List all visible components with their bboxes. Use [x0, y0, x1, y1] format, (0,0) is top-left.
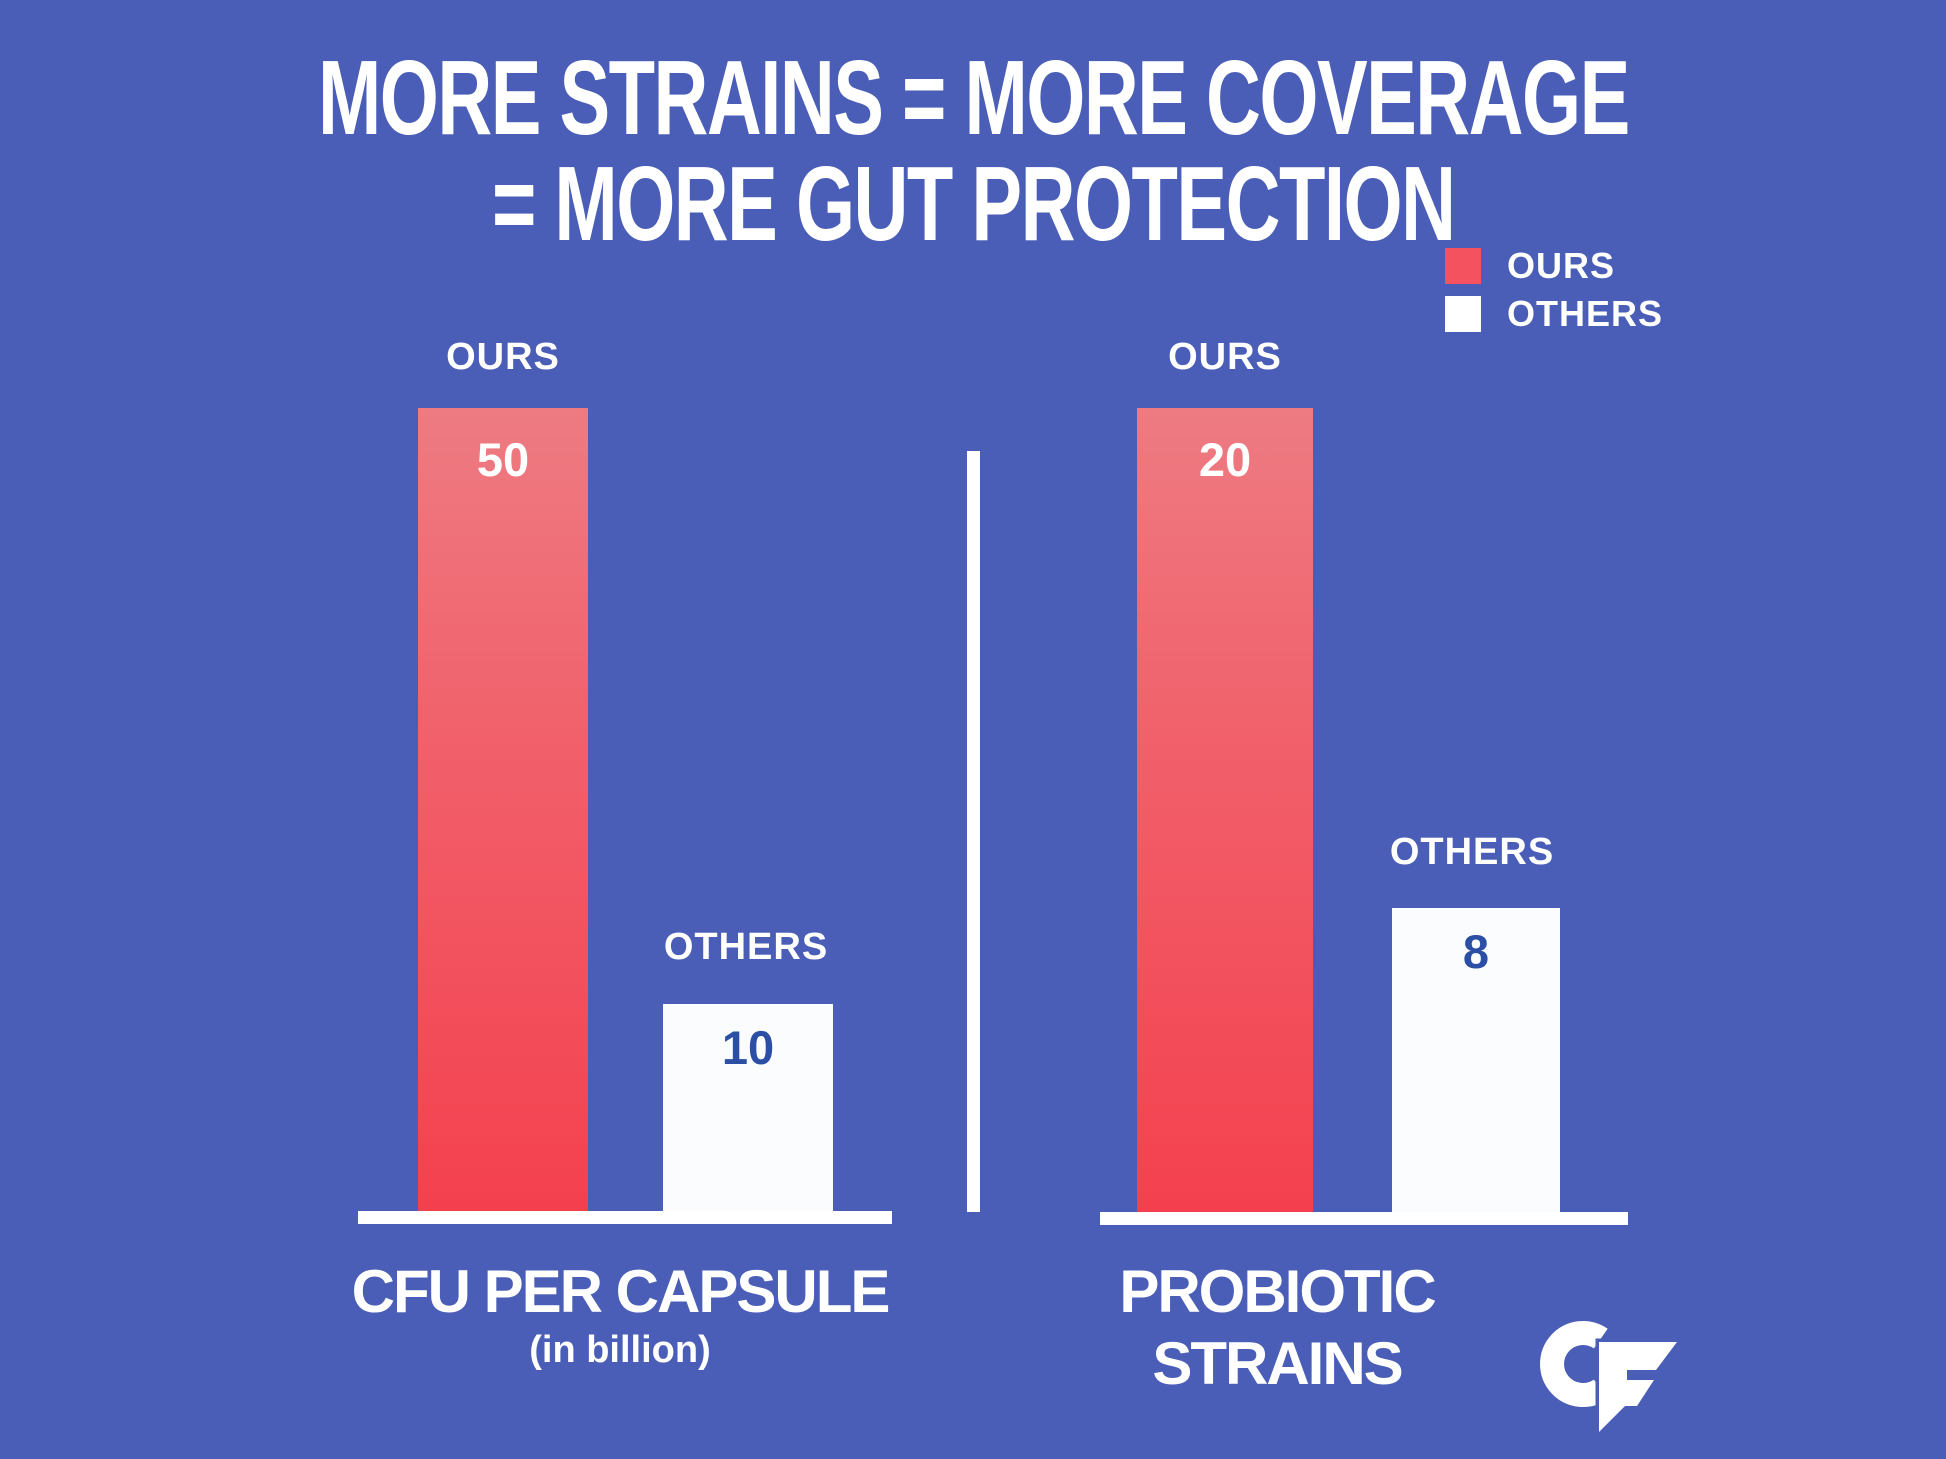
legend-item-others: OTHERS [1445, 296, 1663, 332]
brand-logo [1537, 1318, 1685, 1444]
legend-swatch-others [1445, 296, 1481, 332]
title-line-1-text: MORE STRAINS = MORE COVERAGE [317, 38, 1630, 158]
legend: OURS OTHERS [1445, 248, 1663, 344]
legend-item-ours: OURS [1445, 248, 1663, 284]
chart2-title-line2: STRAINS [1152, 1330, 1403, 1397]
title-line-2: = MORE GUT PROTECTION [0, 144, 1946, 264]
chart1-ours-value: 50 [476, 433, 530, 486]
legend-label-ours: OURS [1507, 245, 1616, 286]
chart-divider-line [967, 451, 980, 1212]
chart2-title-line1: PROBIOTIC [1119, 1258, 1436, 1325]
chart1-ours-bar: 50 [418, 408, 588, 1212]
chart1-others-bar: 10 [663, 1004, 833, 1212]
chart2-ours-label: OURS [1168, 336, 1282, 378]
chart2-others-bar: 8 [1392, 908, 1560, 1213]
page-title: MORE STRAINS = MORE COVERAGE = MORE GUT … [0, 38, 1946, 264]
legend-swatch-ours [1445, 248, 1481, 284]
legend-label-others: OTHERS [1507, 293, 1664, 334]
cf-monogram-icon [1540, 1321, 1684, 1441]
chart1-axis-line [358, 1211, 892, 1224]
chart1-others-value: 10 [721, 1021, 775, 1074]
chart2-others-value: 8 [1462, 925, 1490, 978]
chart1-title: CFU PER CAPSULE (in billion) [300, 1256, 940, 1372]
title-line-2-text: = MORE GUT PROTECTION [491, 144, 1456, 264]
chart2-others-label: OTHERS [1389, 831, 1555, 873]
chart2-axis-line [1100, 1212, 1628, 1225]
chart1-ours-label: OURS [446, 336, 560, 378]
chart1-title-text: CFU PER CAPSULE [351, 1258, 891, 1325]
title-line-1: MORE STRAINS = MORE COVERAGE [0, 38, 1946, 158]
chart2-ours-bar: 20 [1137, 408, 1313, 1212]
chart1-subtitle-text: (in billion) [529, 1329, 711, 1371]
chart1-others-label: OTHERS [663, 926, 829, 968]
chart2-ours-value: 20 [1198, 433, 1252, 486]
chart2-title: PROBIOTIC STRAINS [957, 1256, 1597, 1400]
